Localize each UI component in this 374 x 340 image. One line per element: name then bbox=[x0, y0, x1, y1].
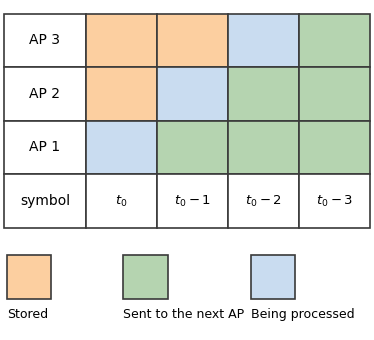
Bar bbox=[299, 121, 370, 174]
Text: AP 1: AP 1 bbox=[30, 140, 61, 154]
Text: AP 2: AP 2 bbox=[30, 87, 61, 101]
Text: Being processed: Being processed bbox=[251, 308, 354, 321]
Text: AP 3: AP 3 bbox=[30, 33, 61, 47]
Text: symbol: symbol bbox=[20, 194, 70, 208]
Bar bbox=[251, 255, 295, 299]
Bar bbox=[123, 255, 168, 299]
Bar bbox=[228, 174, 299, 228]
Bar bbox=[7, 255, 51, 299]
Text: Stored: Stored bbox=[7, 308, 48, 321]
Bar bbox=[86, 14, 157, 67]
Bar bbox=[157, 174, 228, 228]
Bar bbox=[228, 14, 299, 67]
Bar bbox=[299, 67, 370, 121]
Bar bbox=[4, 174, 86, 228]
Bar bbox=[4, 121, 86, 174]
Text: $t_0$: $t_0$ bbox=[116, 193, 128, 208]
Bar bbox=[157, 67, 228, 121]
Bar bbox=[157, 14, 228, 67]
Bar bbox=[157, 121, 228, 174]
Bar bbox=[299, 174, 370, 228]
Bar bbox=[86, 121, 157, 174]
Bar bbox=[299, 14, 370, 67]
Bar bbox=[4, 14, 86, 67]
Bar bbox=[4, 67, 86, 121]
Bar bbox=[228, 67, 299, 121]
Text: $t_0 - 2$: $t_0 - 2$ bbox=[245, 193, 282, 208]
Bar bbox=[86, 174, 157, 228]
Bar bbox=[86, 67, 157, 121]
Text: Sent to the next AP: Sent to the next AP bbox=[123, 308, 245, 321]
Text: $t_0 - 3$: $t_0 - 3$ bbox=[316, 193, 353, 208]
Bar bbox=[228, 121, 299, 174]
Text: $t_0 - 1$: $t_0 - 1$ bbox=[174, 193, 211, 208]
